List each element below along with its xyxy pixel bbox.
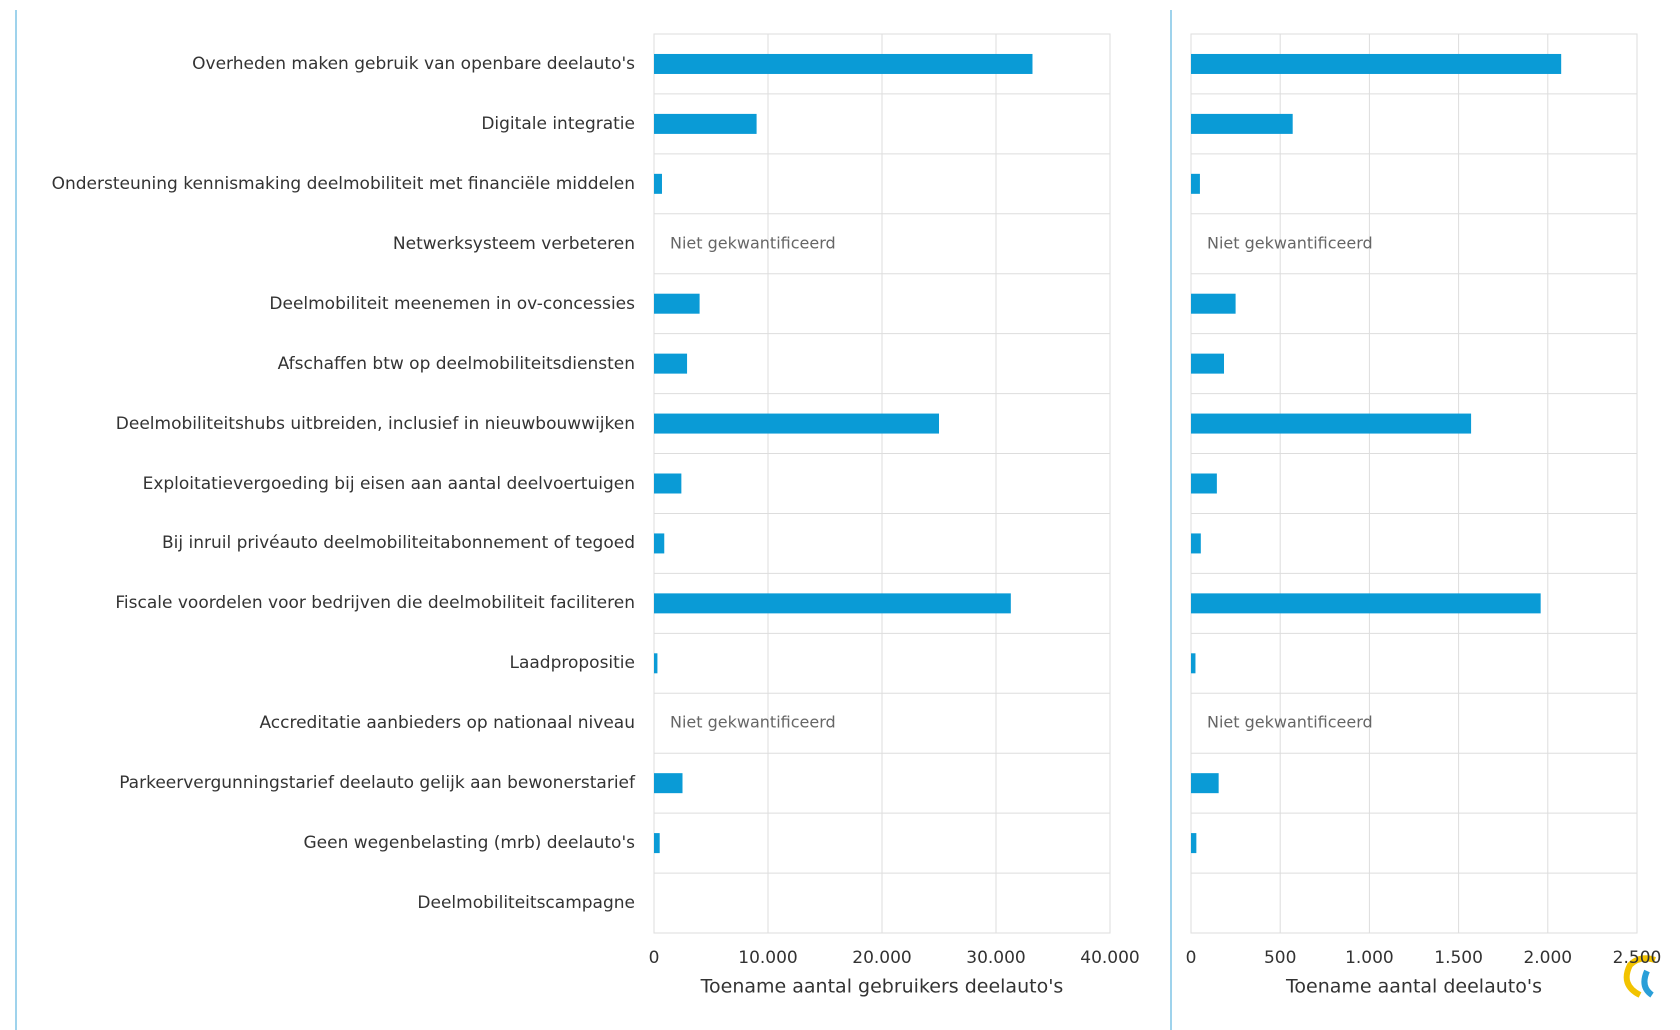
bar bbox=[654, 533, 665, 554]
annotation: Niet gekwantificeerd bbox=[670, 233, 836, 252]
category-label: Laadpropositie bbox=[509, 653, 635, 674]
bar bbox=[1191, 593, 1541, 614]
x-tick-label: 20.000 bbox=[852, 948, 911, 968]
x-tick-label: 10.000 bbox=[738, 948, 797, 968]
category-label: Overheden maken gebruik van openbare dee… bbox=[192, 53, 635, 74]
bar bbox=[654, 653, 658, 674]
bar bbox=[1191, 773, 1219, 794]
bar bbox=[654, 773, 683, 794]
bar bbox=[1191, 413, 1472, 434]
x-tick-label: 2.500 bbox=[1613, 948, 1662, 968]
bar bbox=[1191, 53, 1562, 74]
bar bbox=[654, 353, 688, 374]
bar bbox=[654, 833, 660, 854]
bar bbox=[1191, 473, 1217, 494]
bar bbox=[654, 113, 757, 134]
bar bbox=[1191, 533, 1201, 554]
category-label: Fiscale voordelen voor bedrijven die dee… bbox=[115, 593, 635, 614]
bar bbox=[1191, 353, 1225, 374]
bar bbox=[654, 293, 700, 314]
bar bbox=[654, 473, 682, 494]
bar bbox=[654, 53, 1033, 74]
x-tick-label: 2.000 bbox=[1523, 948, 1572, 968]
x-tick-label: 40.000 bbox=[1080, 948, 1139, 968]
bar bbox=[654, 173, 662, 194]
annotation: Niet gekwantificeerd bbox=[1207, 233, 1373, 252]
plot-area bbox=[1190, 33, 1638, 934]
x-tick-label: 1.500 bbox=[1434, 948, 1483, 968]
x-tick-label: 500 bbox=[1264, 948, 1296, 968]
category-label: Digitale integratie bbox=[481, 113, 635, 134]
bar bbox=[1191, 833, 1197, 854]
category-label: Ondersteuning kennismaking deelmobilitei… bbox=[51, 173, 635, 194]
category-label: Afschaffen btw op deelmobiliteitsdienste… bbox=[277, 353, 635, 374]
bar bbox=[1191, 173, 1200, 194]
x-axis-label: Toename aantal deelauto's bbox=[1285, 976, 1542, 998]
bar bbox=[1191, 113, 1293, 134]
annotation: Niet gekwantificeerd bbox=[670, 713, 836, 732]
x-tick-label: 0 bbox=[1186, 948, 1197, 968]
category-label: Parkeervergunningstarief deelauto gelijk… bbox=[119, 773, 635, 794]
bar bbox=[654, 593, 1011, 614]
category-label: Deelmobiliteitshubs uitbreiden, inclusie… bbox=[115, 413, 635, 434]
bar bbox=[1191, 293, 1236, 314]
bar bbox=[1191, 653, 1196, 674]
category-label: Deelmobiliteitscampagne bbox=[417, 893, 635, 914]
category-label: Deelmobiliteit meenemen in ov-concessies bbox=[269, 293, 635, 314]
category-label: Bij inruil privéauto deelmobiliteitabonn… bbox=[161, 533, 635, 554]
category-label: Accreditatie aanbieders op nationaal niv… bbox=[259, 713, 635, 734]
x-tick-label: 30.000 bbox=[966, 948, 1025, 968]
category-label: Netwerksysteem verbeteren bbox=[392, 233, 635, 254]
category-label: Geen wegenbelasting (mrb) deelauto's bbox=[303, 833, 636, 854]
x-tick-label: 1.000 bbox=[1345, 948, 1394, 968]
annotation: Niet gekwantificeerd bbox=[1207, 713, 1373, 732]
x-axis-label: Toename aantal gebruikers deelauto's bbox=[700, 976, 1064, 998]
x-tick-label: 0 bbox=[649, 948, 660, 968]
bar bbox=[654, 413, 939, 434]
category-label: Exploitatievergoeding bij eisen aan aant… bbox=[142, 473, 635, 494]
logo bbox=[1623, 955, 1656, 998]
